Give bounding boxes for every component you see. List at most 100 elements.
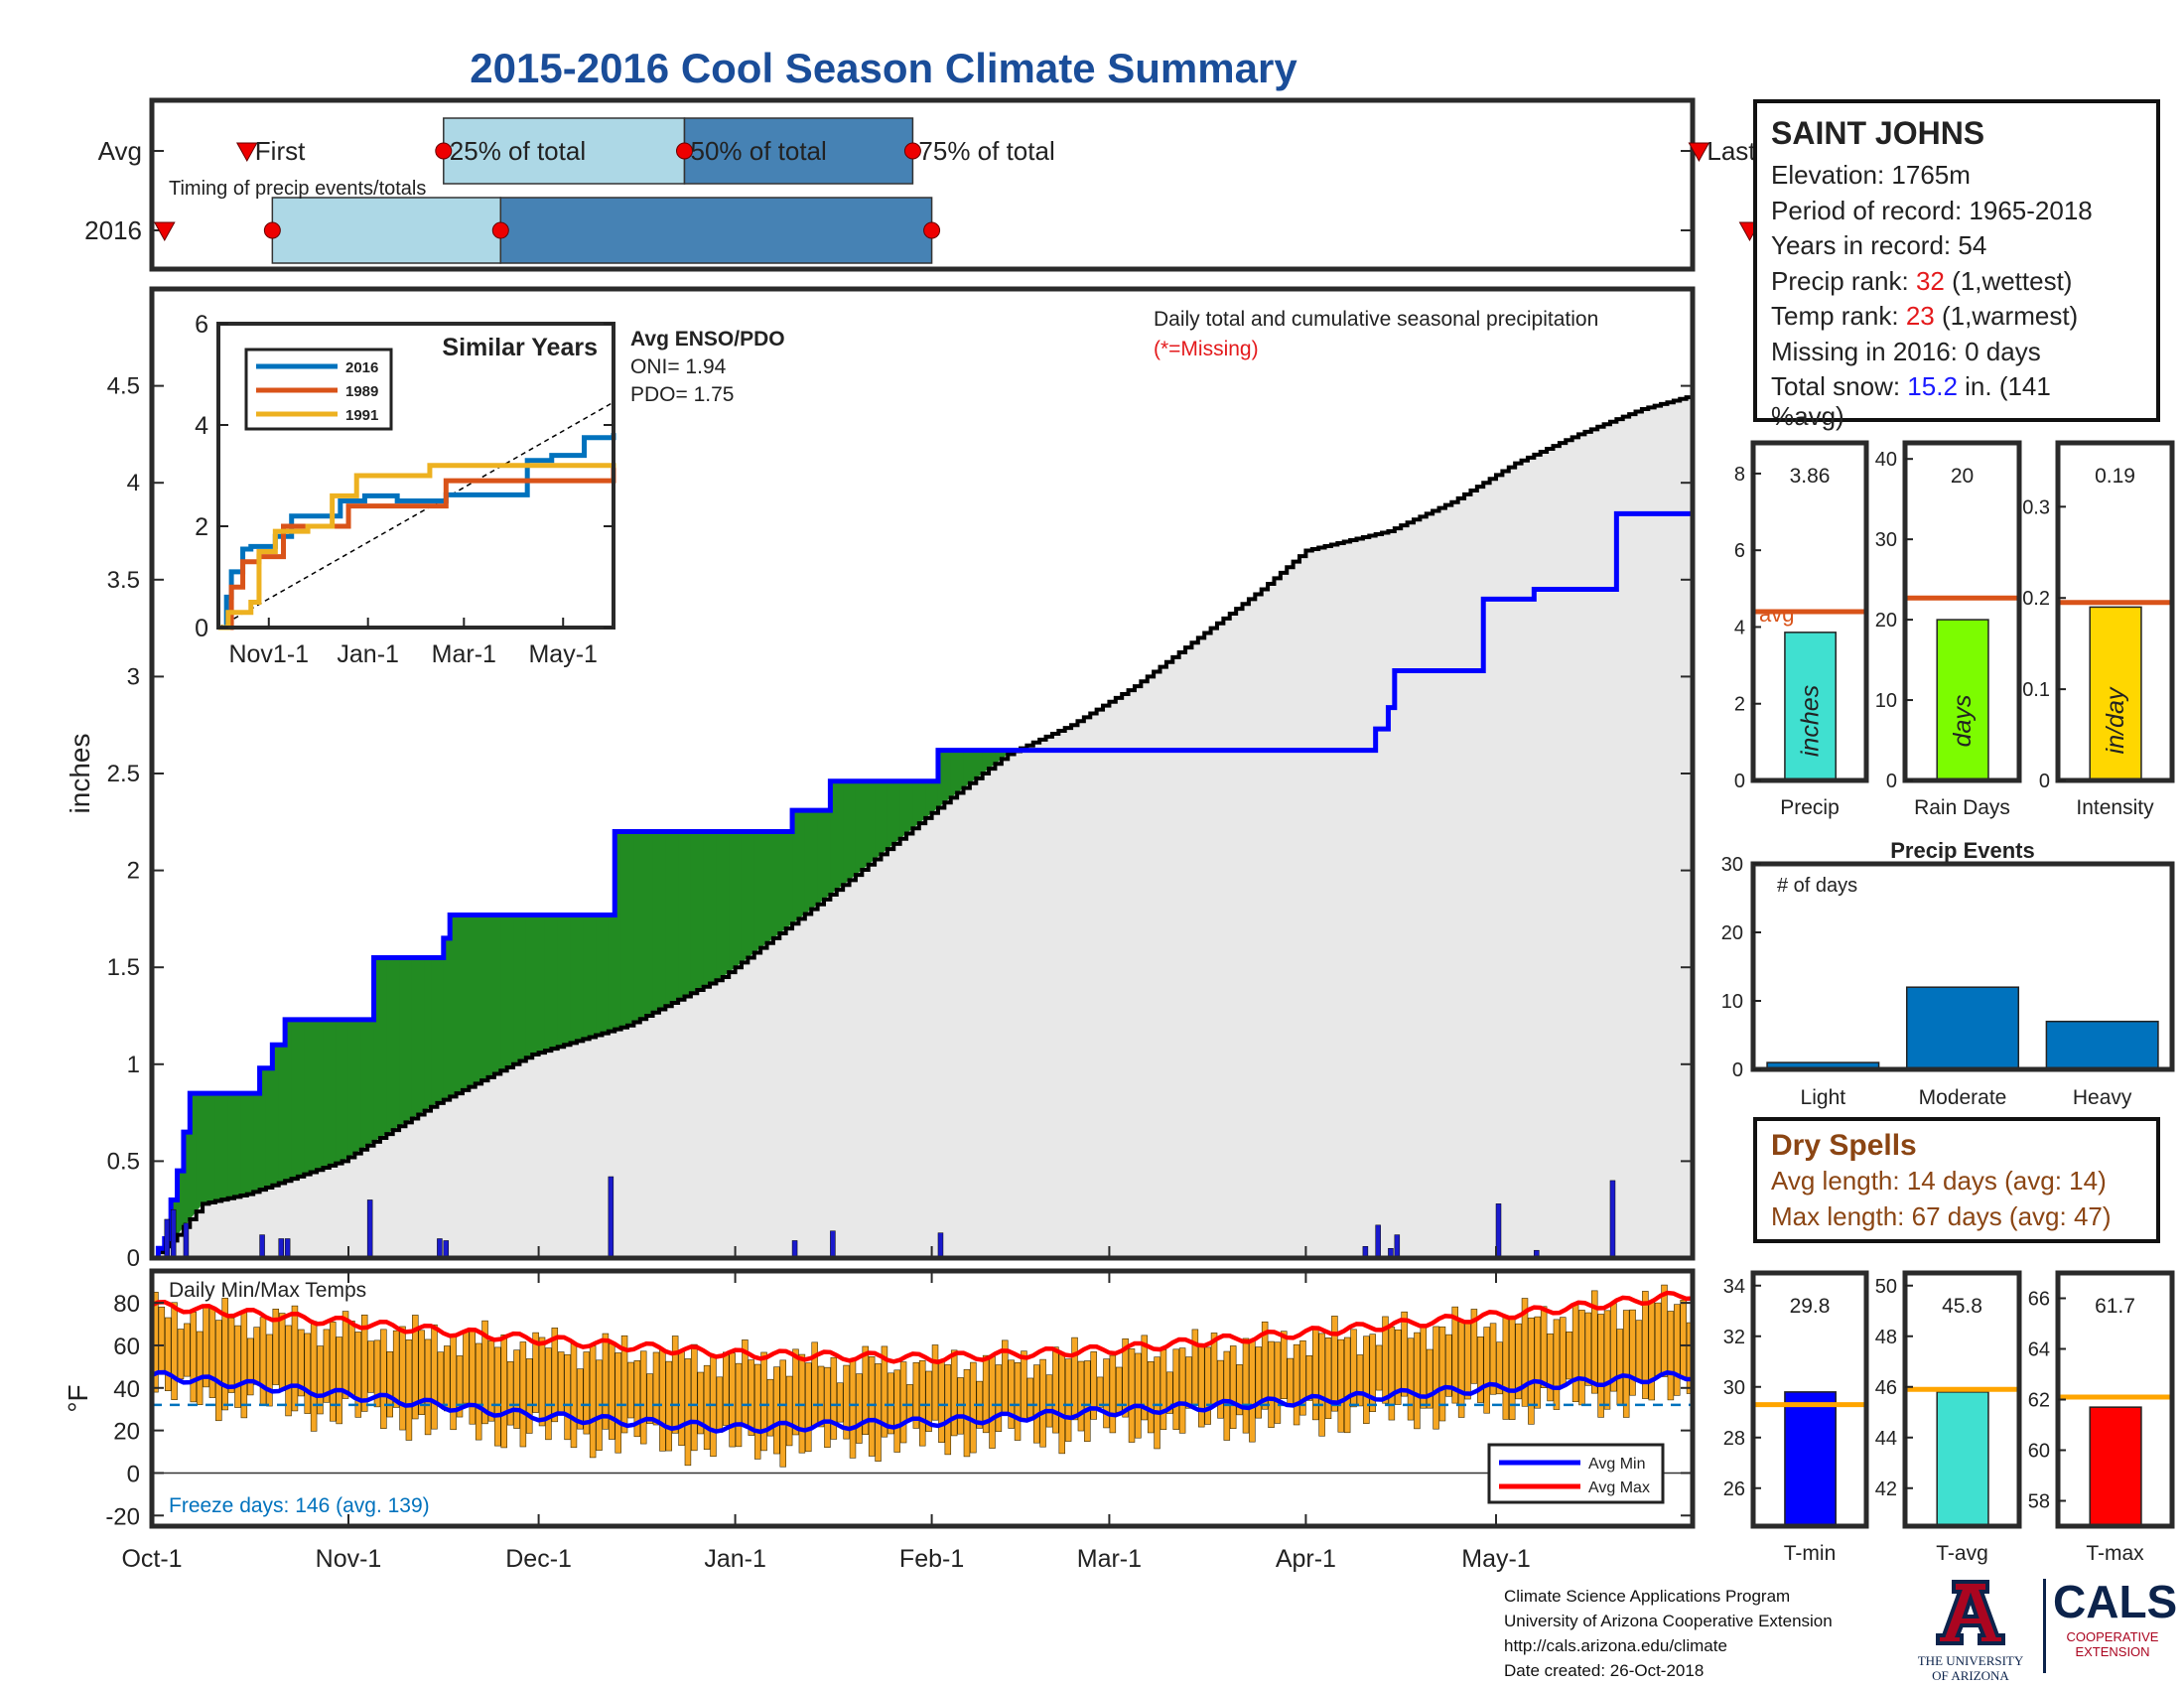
timing-caption: Timing of precip events/totals [169,178,426,200]
wetter-than-avg-area [392,957,400,1131]
wetter-than-avg-area [177,1171,185,1235]
date-axis-tick-label: Oct-1 [121,1545,182,1573]
daily-temp-range-bar [392,1330,400,1408]
wetter-than-avg-area [500,914,508,1071]
daily-temp-range-bar [253,1327,260,1385]
daily-temp-range-bar [792,1348,799,1436]
precip-small-y-tick-label: 30 [1875,529,1897,551]
wetter-than-avg-area [525,914,533,1058]
daily-temp-range-bar [785,1375,793,1447]
daily-temp-range-bar [912,1361,920,1429]
first-label: First [255,136,306,166]
period-of-record-text: Period of record: 1965-2018 [1771,195,2093,225]
daily-temp-range-bar [830,1356,838,1440]
daily-precip-bar [1375,1224,1381,1259]
similar-year-line-1991 [218,463,616,631]
daily-precip-bar [278,1238,284,1259]
timing-panel-frame [149,97,1696,272]
daily-temp-range-bar [570,1342,578,1449]
temp-small-panel-frame [1902,1270,2022,1529]
daily-precip-bar [443,1240,450,1259]
temp-category-label: T-min [1784,1542,1837,1565]
daily-precip-bar [937,1232,944,1259]
years-in-record-text: Years in record: 54 [1771,230,1987,260]
daily-temp-range-bar [545,1347,552,1441]
daily-precip-bar [1609,1180,1616,1259]
daily-temp-range-bar [697,1371,704,1435]
daily-temp-range-bar [259,1317,267,1405]
daily-temp-range-bar [158,1306,166,1375]
wetter-than-avg-area [360,1019,368,1150]
daily-temp-range-bar [639,1350,647,1445]
pdo-value: PDO= 1.75 [630,383,734,406]
daily-temp-range-bar [583,1351,590,1435]
daily-temp-range-bar [519,1341,527,1448]
daily-temp-range-bar [970,1361,977,1454]
elevation-text: Elevation: 1765m [1771,160,1971,190]
wetter-than-avg-area [862,780,870,870]
daily-temp-range-bar [817,1365,825,1428]
precip-value-label: 0.19 [2095,465,2135,488]
avg-quartile-marker [675,142,693,160]
precip-small-panel-frame [1750,440,1869,783]
daily-temp-range-bar [227,1317,235,1393]
daily-temp-range-bar [424,1338,432,1436]
wetter-than-avg-area [785,831,793,929]
daily-temp-range-bar [405,1339,413,1441]
daily-temp-range-bar [348,1321,355,1397]
wetter-than-avg-area [684,831,692,997]
daily-temp-range-bar [779,1359,786,1468]
date-axis-tick-label: Apr-1 [1276,1545,1336,1573]
daily-temp-range-bar [481,1320,488,1425]
daily-temp-range-bar [1584,1312,1592,1386]
timing-row-avg-label: Avg [98,136,142,166]
daily-temp-range-bar [1293,1343,1300,1426]
wetter-than-avg-area [386,957,394,1135]
wetter-than-avg-area [950,750,958,798]
daily-precip-bar [284,1238,291,1259]
daily-temp-range-bar [766,1378,774,1437]
daily-temp-range-bar [171,1302,178,1400]
daily-temp-range-bar [1204,1346,1211,1425]
wetter-than-avg-area [969,750,977,783]
daily-precip-bar [830,1230,836,1259]
wetter-than-avg-area [817,810,825,905]
similar-years-x-tick-label: May-1 [528,640,597,668]
daily-temp-range-bar [1369,1334,1376,1412]
daily-temp-range-bar [893,1369,900,1453]
similar-years-title: Similar Years [442,334,598,361]
daily-temp-range-bar [1661,1284,1668,1377]
wetter-than-avg-area [772,831,780,938]
wetter-than-avg-area [424,957,432,1111]
daily-temp-range-bar [1141,1335,1149,1421]
precip-category-label: Rain Days [1914,796,2010,819]
daily-temp-range-bar [1242,1337,1250,1434]
wetter-than-avg-area [944,750,952,803]
daily-temp-range-bar [247,1337,254,1396]
daily-temp-range-bar [1249,1339,1256,1443]
page-title: 2015-2016 Cool Season Climate Summary [470,45,1297,91]
daily-temp-range-bar [773,1366,780,1455]
temp-small-y-tick-label: 32 [1723,1327,1745,1348]
precip-unit-label: inches [1797,685,1825,757]
daily-temp-range-bar [1477,1336,1484,1403]
daily-temp-range-bar [190,1312,198,1403]
wetter-than-avg-area [323,1019,331,1169]
avg-max-temp-line [151,1290,1694,1365]
daily-temp-range-bar [336,1336,342,1425]
precip-small-y-tick-label: 2 [1734,694,1745,716]
wetter-than-avg-area [881,780,888,855]
precip-small-y-tick-label: 8 [1734,464,1745,486]
daily-precip-bar [437,1238,443,1259]
cals-logo: CALS COOPERATIVE EXTENSION [2053,1574,2177,1659]
daily-temp-range-bar [272,1308,280,1385]
daily-temp-range-bar [1331,1316,1338,1412]
temp-y-tick-label: 80 [113,1291,140,1318]
precip-unit-label: days [1949,695,1977,748]
wetter-than-avg-area [304,1019,312,1175]
wetter-than-avg-area [811,810,819,910]
similar-years-x-tick-label: Nov1-1 [228,640,309,668]
temp-y-axis-label: °F [63,1384,93,1412]
wetter-than-avg-area [450,914,458,1097]
temp-small-y-tick-label: 50 [1875,1276,1897,1298]
